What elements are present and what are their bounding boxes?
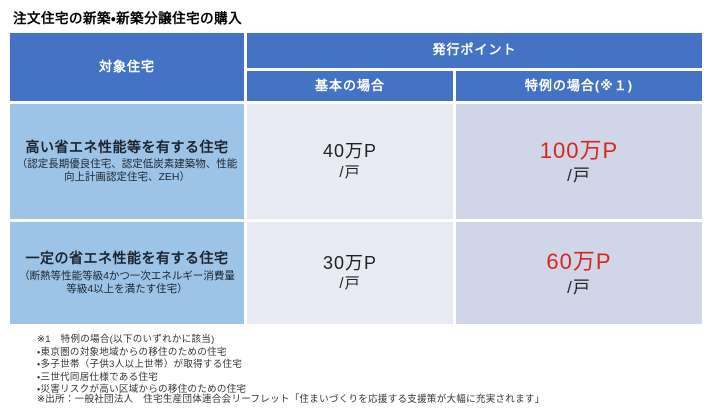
footnotes: ※1 特例の場合(以下のいずれかに該当) ・東京圏の対象地域からの移住のための住… xyxy=(37,334,246,397)
footnote-heading: ※1 特例の場合(以下のいずれかに該当) xyxy=(37,334,215,345)
source-citation: ※出所：一般社団法人 住宅生産団体連合会リーフレット「住まいづくりを応援する支援… xyxy=(37,394,545,405)
header-issued-points: 発行ポイント xyxy=(247,33,702,68)
row-high-energy-special-unit: /戸 xyxy=(567,166,591,186)
row-high-energy-special-value: 100万P xyxy=(539,137,619,163)
row-standard-energy-special-value-cell: 60万P /戸 xyxy=(456,222,702,324)
header-special-case-label: 特例の場合(※１) xyxy=(524,77,634,93)
row-standard-energy-special-value: 60万P xyxy=(546,249,612,275)
header-basic-case-label: 基本の場合 xyxy=(314,77,385,93)
header-basic-case: 基本の場合 xyxy=(247,71,453,101)
footnote-item: ・三世代同居仕様である住宅 xyxy=(37,371,159,383)
row-standard-energy-basic-value: 30万P xyxy=(322,252,378,273)
row-high-energy-basic-unit: /戸 xyxy=(339,163,361,181)
footnote-item: ・災害リスクが高い区域からの移住のための住宅 xyxy=(37,384,247,396)
header-issued-points-label: 発行ポイント xyxy=(432,42,517,58)
footnote-list: ・東京圏の対象地域からの移住のための住宅 ・多子世帯（子供3人以上世帯）が取得す… xyxy=(37,347,246,397)
row-high-energy-special-value-cell: 100万P /戸 xyxy=(456,104,702,219)
header-special-case: 特例の場合(※１) xyxy=(456,71,702,101)
row-standard-energy-special-unit: /戸 xyxy=(567,277,591,297)
row-standard-energy-label-cell: 一定の省エネ性能を有する住宅 （断熱等性能等級4かつ一次エネルギー消費量等級4以… xyxy=(10,222,244,324)
row-standard-energy-basic-unit: /戸 xyxy=(339,275,361,293)
row-standard-energy-subtitle: （断熱等性能等級4かつ一次エネルギー消費量等級4以上を満たす住宅） xyxy=(19,269,235,295)
footnote-item: ・東京圏の対象地域からの移住のための住宅 xyxy=(37,346,227,358)
page-title: 注文住宅の新築・新築分譲住宅の購入 xyxy=(13,11,243,26)
row-standard-energy-title: 一定の省エネ性能を有する住宅 xyxy=(25,250,229,267)
row-high-energy-basic-value-cell: 40万P /戸 xyxy=(247,104,453,219)
row-high-energy-basic-value: 40万P xyxy=(322,141,378,162)
header-target-housing-label: 対象住宅 xyxy=(98,58,155,74)
housing-points-table: 対象住宅 発行ポイント 基本の場合 特例の場合(※１) 高い省エネ性能等を有する… xyxy=(10,33,702,324)
row-high-energy-subtitle: （認定長期優良住宅、認定低炭素建築物、性能向上計画認定住宅、ZEH） xyxy=(16,158,238,184)
footnote-item: ・多子世帯（子供3人以上世帯）が取得する住宅 xyxy=(37,359,243,371)
row-high-energy-title: 高い省エネ性能等を有する住宅 xyxy=(25,138,229,155)
header-target-housing: 対象住宅 xyxy=(10,33,244,101)
row-standard-energy-basic-value-cell: 30万P /戸 xyxy=(247,222,453,324)
row-high-energy-label-cell: 高い省エネ性能等を有する住宅 （認定長期優良住宅、認定低炭素建築物、性能向上計画… xyxy=(10,104,244,219)
